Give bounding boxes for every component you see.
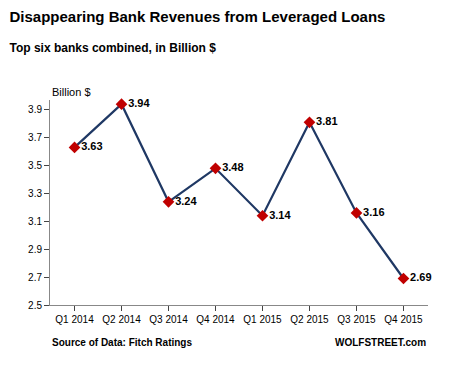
svg-text:Q3 2015: Q3 2015 (337, 314, 376, 325)
svg-text:Q3 2014: Q3 2014 (149, 314, 188, 325)
svg-text:3.5: 3.5 (28, 160, 42, 171)
svg-text:3.3: 3.3 (28, 188, 42, 199)
svg-text:3.24: 3.24 (175, 195, 197, 207)
svg-text:3.63: 3.63 (81, 140, 102, 152)
svg-text:2.9: 2.9 (28, 244, 42, 255)
svg-text:WOLFSTREET.com: WOLFSTREET.com (335, 337, 426, 348)
svg-text:Q4 2014: Q4 2014 (196, 314, 235, 325)
svg-text:3.14: 3.14 (269, 209, 291, 221)
svg-text:3.9: 3.9 (28, 104, 42, 115)
svg-text:3.81: 3.81 (316, 115, 337, 127)
svg-text:Q1 2015: Q1 2015 (243, 314, 282, 325)
svg-text:Q4 2015: Q4 2015 (384, 314, 423, 325)
svg-text:2.5: 2.5 (28, 300, 42, 311)
svg-text:2.7: 2.7 (28, 272, 42, 283)
svg-text:3.48: 3.48 (222, 161, 243, 173)
svg-text:3.94: 3.94 (128, 97, 150, 109)
svg-text:Billion $: Billion $ (52, 86, 91, 98)
svg-text:Q2 2014: Q2 2014 (102, 314, 141, 325)
svg-text:3.7: 3.7 (28, 132, 42, 143)
svg-text:3.1: 3.1 (28, 216, 42, 227)
svg-text:Top six banks combined, in Bil: Top six banks combined, in Billion $ (9, 41, 216, 55)
svg-text:2.69: 2.69 (410, 271, 431, 283)
svg-text:Q1 2014: Q1 2014 (55, 314, 94, 325)
svg-text:Disappearing Bank Revenues fro: Disappearing Bank Revenues from Leverage… (9, 8, 385, 25)
svg-text:Source of Data: Fitch Ratings: Source of Data: Fitch Ratings (52, 337, 192, 348)
svg-text:Q2 2015: Q2 2015 (290, 314, 329, 325)
svg-text:3.16: 3.16 (363, 206, 384, 218)
